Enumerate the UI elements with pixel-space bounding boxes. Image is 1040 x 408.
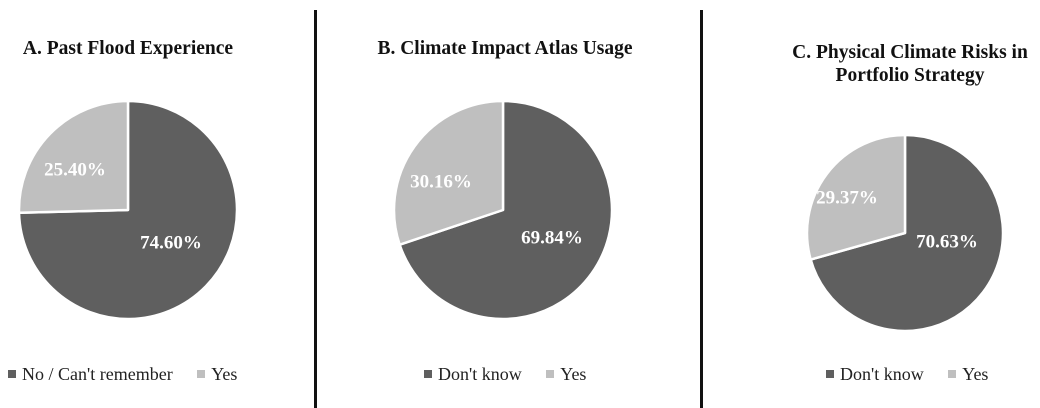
legend-c: Don't know Yes [826, 364, 988, 385]
data-label: 29.37% [816, 187, 878, 208]
pie-slice-minor [392, 99, 505, 246]
panel-divider-1 [314, 10, 317, 408]
data-label: 69.84% [521, 227, 583, 248]
pie-slice-major [398, 99, 614, 321]
legend-item: Don't know [424, 364, 522, 385]
pie-slice-minor [17, 99, 130, 214]
legend-item: Don't know [826, 364, 924, 385]
legend-item: Yes [948, 364, 988, 385]
chart-title-a: A. Past Flood Experience [22, 38, 234, 59]
legend-swatch-dark [8, 370, 16, 378]
legend-label: Yes [560, 364, 587, 384]
chart-title-c: C. Physical Climate Risks in Portfolio S… [792, 42, 1028, 86]
legend-swatch-light [546, 370, 555, 378]
legend-swatch-light [948, 370, 957, 378]
legend-label: Don't know [840, 364, 924, 384]
pie-slice-minor [805, 133, 907, 261]
legend-swatch-dark [424, 370, 432, 378]
legend-swatch-dark [826, 370, 834, 378]
legend-item: No / Can't remember [8, 364, 173, 385]
legend-item: Yes [197, 364, 237, 385]
legend-item: Yes [546, 364, 586, 385]
legend-label: No / Can't remember [22, 364, 173, 384]
legend-label: Yes [962, 364, 989, 384]
legend-label: Yes [211, 364, 238, 384]
data-label: 30.16% [410, 171, 472, 192]
data-label: 70.63% [916, 231, 978, 252]
data-label: 74.60% [140, 232, 202, 253]
legend-label: Don't know [438, 364, 522, 384]
chart-title-b: B. Climate Impact Atlas Usage [377, 38, 633, 59]
panel-divider-2 [700, 10, 703, 408]
pie-slice-major [809, 133, 1005, 333]
legend-swatch-light [197, 370, 206, 378]
legend-b: Don't know Yes [424, 364, 586, 385]
legend-a: No / Can't remember Yes [8, 364, 237, 385]
data-label: 25.40% [44, 159, 106, 180]
